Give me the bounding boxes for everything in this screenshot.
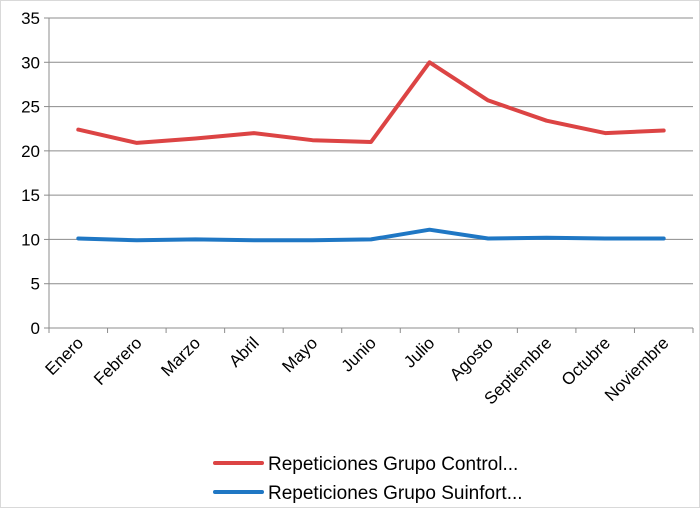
y-tick-label: 20	[21, 142, 40, 161]
y-axis-ticks: 0 5 10 15 20 25 30 35	[21, 9, 49, 338]
y-tick-label: 35	[21, 9, 40, 28]
legend: Repeticiones Grupo Control... Repeticione…	[213, 454, 523, 504]
axes	[48, 18, 693, 329]
series-lines	[76, 60, 666, 243]
y-tick-label: 25	[21, 98, 40, 117]
legend-label: Repeticiones Grupo Control...	[268, 454, 518, 475]
y-tick-label: 5	[31, 275, 40, 294]
y-tick-label: 0	[31, 319, 40, 338]
y-tick-label: 10	[21, 230, 40, 249]
y-tick-label: 30	[21, 53, 40, 72]
legend-label: Repeticiones Grupo Suinfort...	[268, 483, 523, 504]
y-tick-label: 15	[21, 186, 40, 205]
series-line-2	[76, 227, 666, 243]
